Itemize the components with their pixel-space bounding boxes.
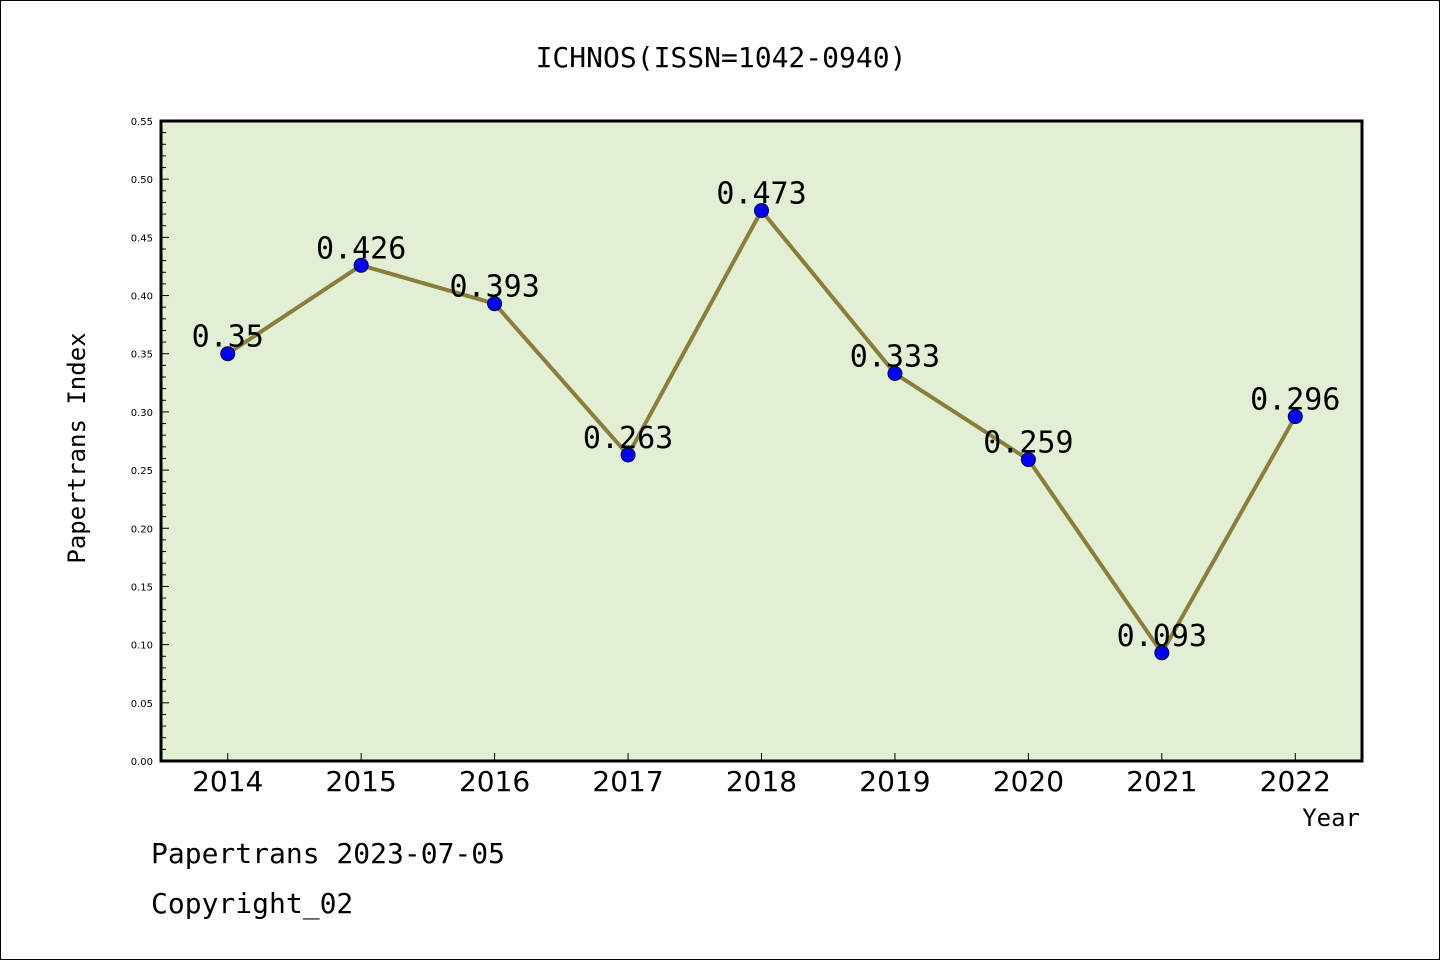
data-point [1154, 645, 1170, 661]
y-tick-label: 0.35 [131, 350, 153, 361]
x-tick-label: 2019 [859, 765, 930, 798]
x-tick-label: 2018 [726, 765, 797, 798]
x-tick-label: 2017 [592, 765, 663, 798]
y-tick-label: 0.05 [131, 699, 153, 710]
chart-title: ICHNOS(ISSN=1042-0940) [536, 41, 907, 74]
data-label: 0.393 [449, 270, 539, 305]
plot-area-group: 0.00 0.05 0.10 0.15 0.20 0.25 0.30 0.35 0.40 0.45… [131, 117, 1364, 798]
data-label: 0.259 [983, 426, 1073, 461]
y-tick-label: 0.20 [131, 524, 153, 535]
y-tick-label: 0.45 [131, 233, 153, 244]
data-label: 0.35 [192, 320, 264, 355]
data-point [220, 346, 236, 362]
data-label: 0.263 [583, 421, 673, 456]
data-label: 0.333 [850, 340, 940, 375]
footer-copyright: Copyright_02 [151, 887, 354, 920]
data-point [353, 257, 369, 273]
data-point [887, 366, 903, 382]
y-axis-label: Papertrans Index [63, 332, 91, 563]
y-tick-label: 0.25 [131, 466, 153, 477]
data-label: 0.473 [716, 177, 806, 212]
x-tick-label: 2022 [1260, 765, 1331, 798]
x-tick-label: 2016 [459, 765, 530, 798]
plot-border [159, 119, 1364, 763]
y-tick-label: 0.10 [131, 641, 153, 652]
data-label: 0.296 [1250, 383, 1340, 418]
data-point [754, 203, 769, 219]
x-axis-label: Year [1302, 804, 1360, 832]
data-label: 0.093 [1117, 619, 1207, 654]
data-point [620, 447, 636, 463]
y-tick-label: 0.00 [131, 757, 153, 768]
y-tick-label: 0.30 [131, 408, 153, 419]
y-tick-label: 0.15 [131, 582, 153, 593]
y-tick-label: 0.55 [131, 117, 153, 128]
y-tick-label: 0.40 [131, 292, 153, 303]
data-point [1020, 452, 1036, 468]
data-point [487, 296, 503, 312]
data-point [1287, 409, 1303, 425]
x-tick-label: 2021 [1126, 765, 1197, 798]
y-tick-label: 0.50 [131, 175, 153, 186]
x-tick-label: 2015 [326, 765, 397, 798]
x-tick-label: 2020 [993, 765, 1064, 798]
data-label: 0.426 [316, 231, 406, 266]
x-tick-label: 2014 [192, 765, 263, 798]
footer-date: Papertrans 2023-07-05 [151, 837, 506, 870]
